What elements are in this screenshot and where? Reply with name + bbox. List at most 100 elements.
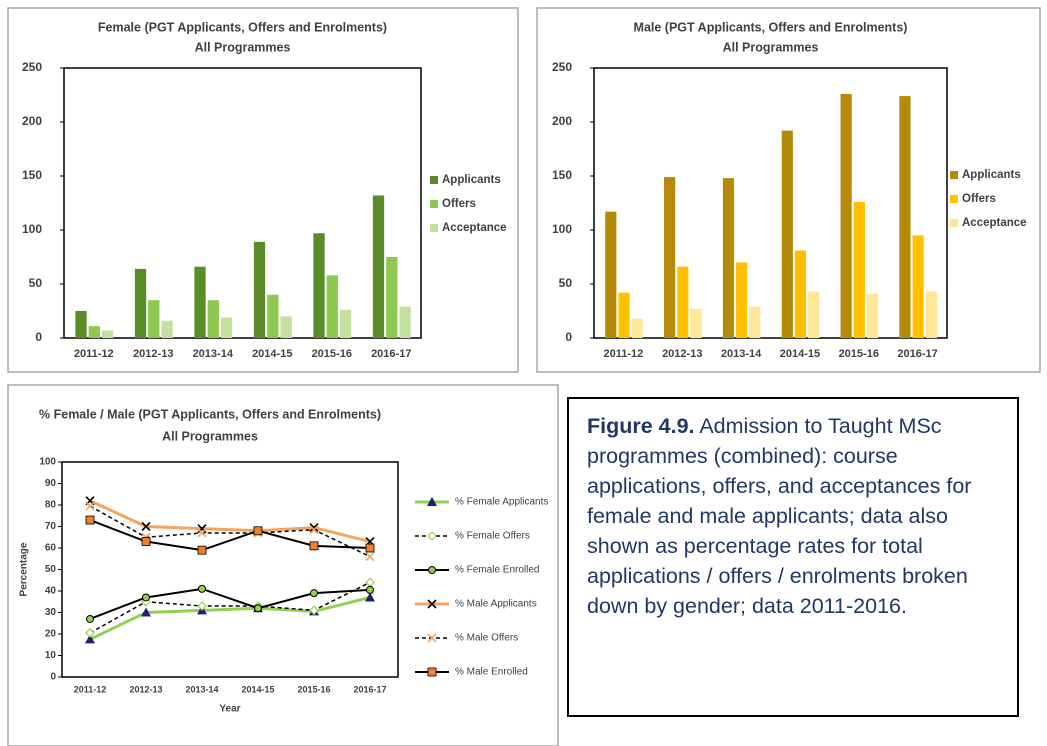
y-tick-label: 30 (45, 607, 57, 618)
legend-marker (427, 667, 437, 677)
legend-label: % Male Offers (455, 633, 518, 644)
chart-subtitle: All Programmes (162, 429, 258, 443)
y-tick-label: 60 (45, 543, 57, 554)
legend-label: Applicants (962, 169, 1021, 181)
legend-swatch (950, 171, 958, 179)
y-tick-label: 100 (552, 222, 572, 236)
series-line (89, 505, 371, 558)
marker (198, 584, 206, 593)
legend-label: % Female Offers (455, 531, 530, 542)
bar (339, 309, 352, 338)
caption: Figure 4.9. Admission to Taught MSc prog… (567, 397, 1019, 717)
y-axis-label: Percentage (19, 542, 30, 596)
marker (309, 605, 319, 616)
marker (141, 521, 151, 532)
x-tick-label: 2014-15 (780, 348, 820, 360)
marker (365, 592, 375, 602)
bar (207, 300, 219, 338)
marker (254, 604, 262, 613)
bar (677, 266, 689, 338)
marker (366, 585, 374, 594)
bar (912, 235, 924, 338)
series-line (89, 595, 371, 641)
x-tick-label: 2014-15 (252, 348, 292, 360)
bar (399, 306, 411, 338)
bar (148, 300, 160, 338)
marker (85, 628, 95, 638)
legend-label: Offers (442, 198, 476, 210)
bar (134, 268, 147, 338)
legend-marker (427, 599, 437, 609)
x-tick-label: 2011-12 (604, 348, 644, 360)
bar (690, 308, 702, 338)
legend-swatch (430, 200, 438, 208)
x-tick-label: 2016-17 (371, 348, 411, 360)
legend-label: % Male Enrolled (455, 667, 528, 678)
marker (365, 552, 375, 562)
bar (618, 292, 630, 338)
bar (722, 178, 735, 338)
legend-swatch (430, 176, 438, 184)
bar (781, 130, 793, 338)
series-line (89, 519, 371, 552)
chart-title: Female (PGT Applicants, Offers and Enrol… (98, 20, 387, 34)
legend-marker (427, 531, 437, 541)
y-tick-label: 20 (45, 629, 57, 640)
chart-frame (7, 384, 559, 746)
legend-marker (427, 633, 437, 643)
legend-marker (428, 566, 436, 574)
legend-label: % Female Applicants (455, 497, 548, 508)
y-tick-label: 200 (552, 114, 572, 128)
marker (253, 526, 263, 536)
x-tick-label: 2013-14 (193, 348, 234, 360)
y-tick-label: 0 (50, 672, 56, 683)
bar (88, 326, 100, 338)
bar (664, 177, 676, 338)
x-tick-label: 2016-17 (897, 348, 937, 360)
plot-area (63, 67, 422, 339)
x-tick-label: 2014-15 (241, 684, 274, 694)
legend-marker (427, 497, 437, 506)
bar (313, 233, 325, 338)
bar (280, 316, 292, 338)
series-line (89, 581, 371, 634)
x-tick-label: 2013-14 (721, 348, 762, 360)
bar (925, 291, 937, 338)
marker (141, 537, 151, 546)
bar (631, 318, 643, 338)
legend-swatch (430, 224, 438, 232)
legend-swatch (950, 195, 958, 203)
bar (808, 291, 820, 338)
y-tick-label: 40 (45, 586, 57, 597)
y-tick-label: 10 (45, 650, 57, 661)
y-tick-label: 200 (22, 114, 42, 128)
marker (85, 634, 95, 644)
bar (899, 96, 911, 338)
x-tick-label: 2015-16 (312, 348, 352, 360)
bar (866, 293, 879, 338)
y-tick-label: 0 (565, 330, 572, 344)
caption-label: Figure 4.9. (587, 414, 695, 438)
chart-title: Male (PGT Applicants, Offers and Enrolme… (634, 20, 908, 34)
chart-title: % Female / Male (PGT Applicants, Offers … (39, 407, 381, 421)
caption-text: Admission to Taught MSc programmes (comb… (587, 414, 972, 618)
marker (85, 515, 95, 525)
y-tick-label: 90 (45, 478, 57, 489)
marker (310, 589, 318, 598)
legend-label: % Female Enrolled (455, 565, 539, 576)
marker (86, 614, 94, 623)
series-line (89, 587, 371, 620)
y-tick-label: 250 (552, 60, 572, 74)
y-tick-label: 250 (22, 60, 42, 74)
bar (794, 250, 807, 338)
plot-area (593, 67, 948, 339)
marker (365, 543, 375, 553)
y-tick-label: 50 (45, 564, 57, 575)
y-tick-label: 0 (35, 330, 42, 344)
marker (309, 541, 319, 551)
marker (309, 525, 319, 535)
x-axis-label: Year (219, 704, 240, 715)
y-tick-label: 80 (45, 500, 57, 511)
bar (853, 201, 865, 338)
